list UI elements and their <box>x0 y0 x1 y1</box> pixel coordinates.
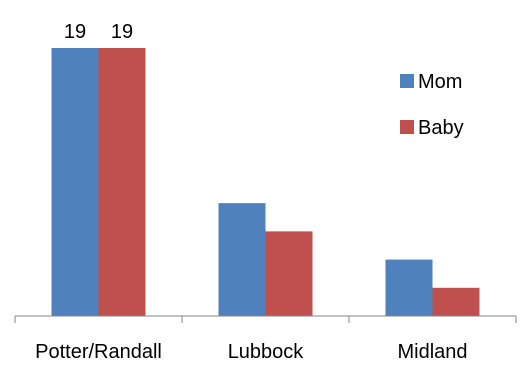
x-tick-label: Midland <box>397 341 467 363</box>
data-label-baby-potter-randall: 19 <box>111 21 133 43</box>
legend-swatch-mom <box>400 74 414 88</box>
bar-mom-potter-randall <box>51 48 99 316</box>
legend-label-mom: Mom <box>418 71 462 93</box>
bar-mom-lubbock <box>218 203 266 316</box>
x-tick-label: Potter/Randall <box>35 341 162 363</box>
bar-baby-lubbock <box>265 231 313 316</box>
bar-mom-midland <box>385 259 433 316</box>
data-label-mom-potter-randall: 19 <box>64 21 86 43</box>
x-tick-label: Lubbock <box>228 341 305 363</box>
legend-swatch-baby <box>400 120 414 134</box>
bar-baby-midland <box>432 287 480 316</box>
legend-label-baby: Baby <box>418 117 464 139</box>
bar-baby-potter-randall <box>98 48 146 316</box>
data-labels-group: 19 19 <box>64 21 133 43</box>
bars-group <box>51 48 480 316</box>
legend: Mom Baby <box>400 71 464 139</box>
x-ticks-group: Potter/Randall Lubbock Midland <box>14 316 517 363</box>
